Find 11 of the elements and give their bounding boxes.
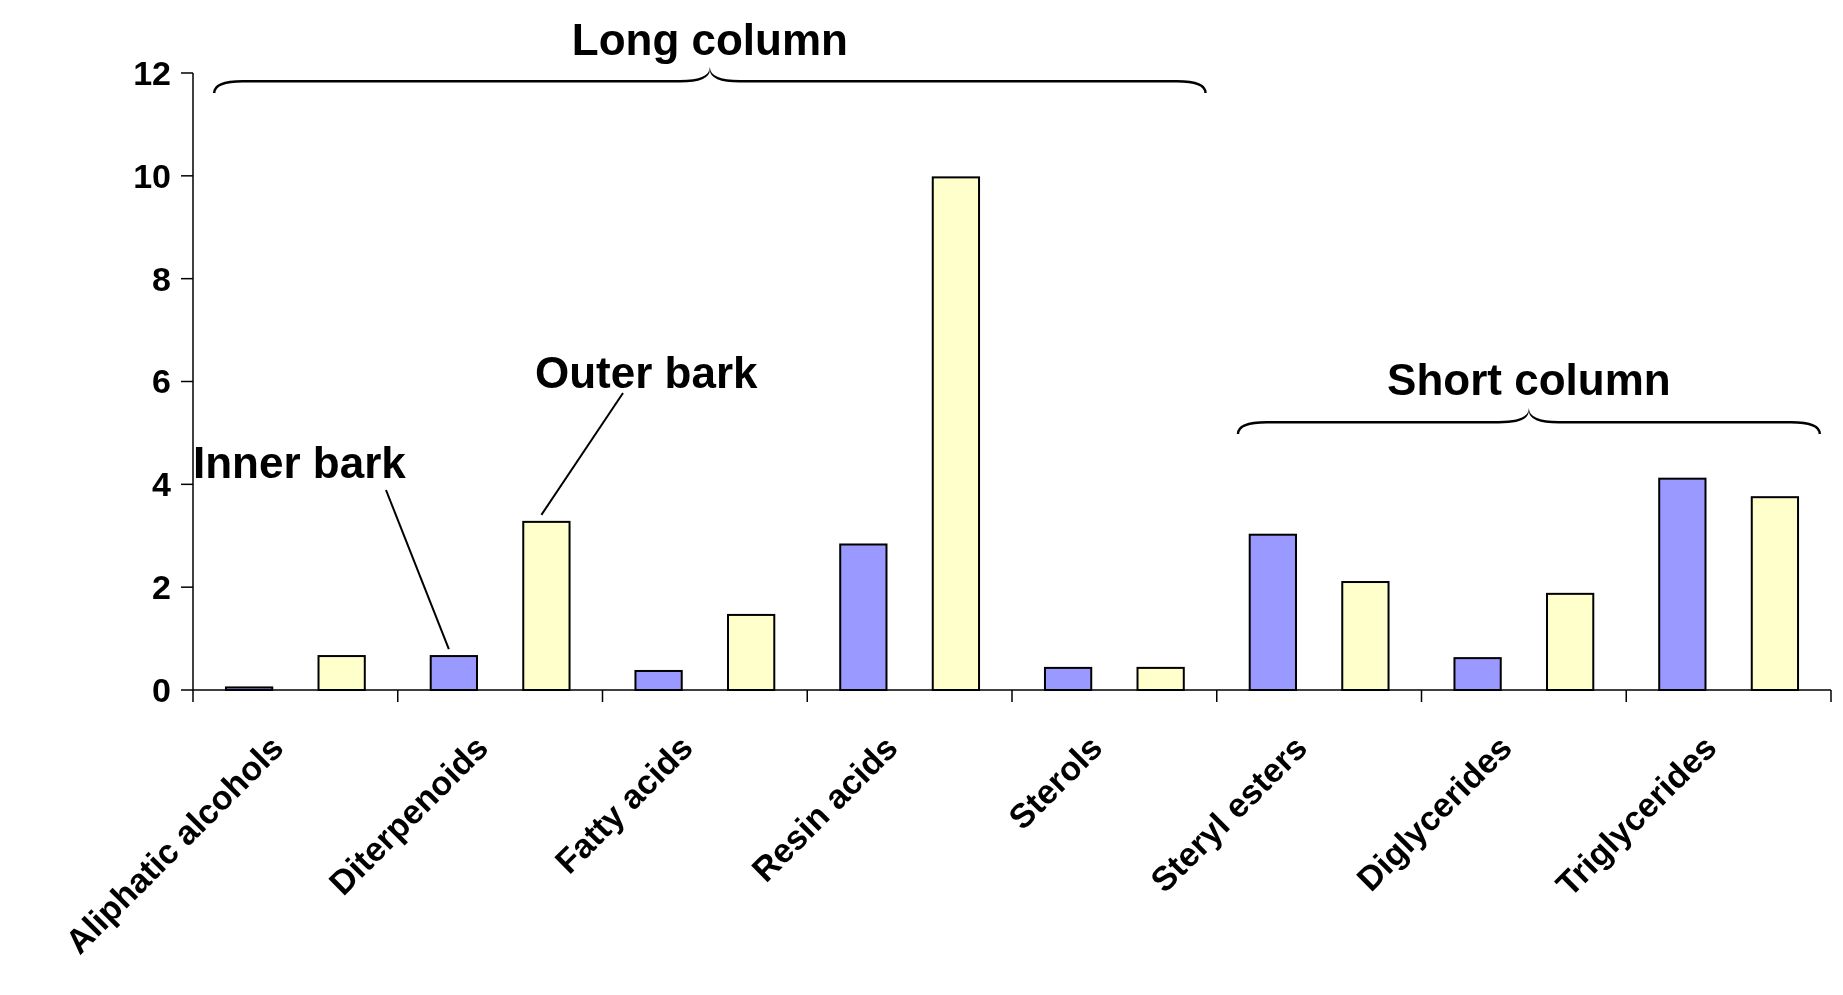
y-tick-label: 0 — [152, 670, 171, 709]
y-tick-label: 10 — [133, 156, 171, 195]
y-tick-label: 4 — [152, 465, 172, 504]
text: Outer bark — [535, 348, 759, 397]
text: Long column — [571, 15, 848, 64]
y-tick-label: 6 — [152, 362, 171, 401]
y-tick-label: 12 — [133, 53, 171, 92]
text: Inner bark — [193, 438, 407, 487]
y-tick-label: 8 — [152, 259, 171, 298]
annotation: Short column — [1387, 355, 1671, 404]
y-tick-label: 2 — [152, 568, 171, 607]
